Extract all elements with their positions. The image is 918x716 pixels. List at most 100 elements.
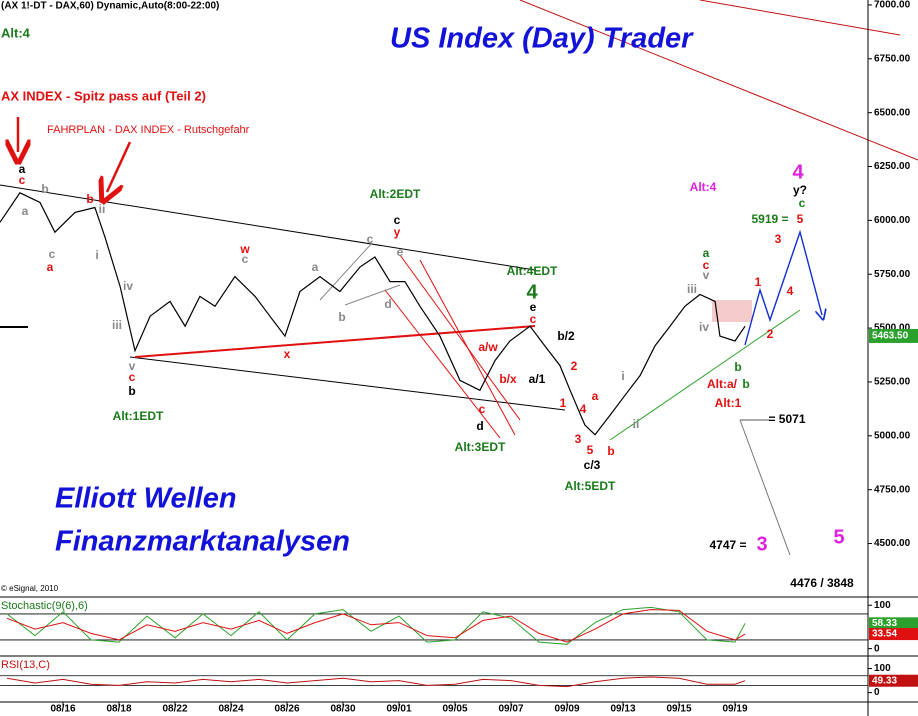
wave-label: 2 [767, 327, 774, 341]
wave-label: a [592, 389, 599, 403]
wave-label: c [49, 247, 56, 261]
x-tick-label: 08/26 [274, 704, 299, 715]
wave-label: Alt:4EDT [507, 264, 558, 278]
wave-label: a [312, 260, 319, 274]
wave-label: iv [123, 279, 133, 293]
wave-label: d [476, 419, 483, 433]
last-value-label: 58.33 [872, 618, 897, 629]
series-line [6, 676, 746, 688]
wave-label: b [607, 444, 614, 458]
wave-label: b [86, 192, 93, 206]
y-tick-label: 0 [874, 687, 880, 698]
wave-label: c [19, 173, 26, 187]
series-line [0, 192, 746, 436]
y-tick-label: 4750.00 [874, 484, 911, 495]
last-price-box [869, 328, 918, 343]
y-tick-label: 6500.00 [874, 107, 911, 118]
wave-label: Alt:5EDT [565, 479, 616, 493]
x-tick-label: 09/05 [442, 704, 467, 715]
y-tick-label: 6000.00 [874, 215, 911, 226]
wave-label: 5919 = [751, 212, 788, 226]
wave-label: 5 [587, 443, 594, 457]
y-tick-label: 100 [874, 600, 891, 611]
last-value-label: 33.54 [872, 629, 897, 640]
wave-label: Alt:1 [715, 396, 742, 410]
wave-label: a/w [478, 340, 498, 354]
x-tick-label: 09/19 [722, 704, 747, 715]
symbol: (AX 1!-DT - DAX,60) Dynamic,Auto(8:00-22… [1, 1, 219, 12]
wave-label: c [242, 252, 249, 266]
wave-label: Alt:4 [690, 180, 717, 194]
wave-label: 4 [792, 161, 804, 183]
last-value-box [869, 628, 918, 641]
watermark: Elliott Wellen [55, 483, 237, 515]
wave-label: 4747 = [709, 538, 746, 552]
wave-label: w [239, 242, 250, 256]
series-line [6, 606, 746, 645]
wave-label: iv [699, 320, 709, 334]
x-tick-label: 08/16 [50, 704, 75, 715]
wave-label: b [128, 384, 135, 398]
wave-label: b/x [499, 372, 517, 386]
wave-label: c [129, 370, 136, 384]
wave-label: Alt:1EDT [113, 409, 164, 423]
copyright: © eSignal, 2010 [1, 584, 59, 593]
wave-label: 3 [575, 432, 582, 446]
wave-label: c [394, 213, 401, 227]
wave-label: iii [687, 282, 697, 296]
wave-label: b [41, 182, 48, 196]
x-tick-label: 08/24 [218, 704, 243, 715]
wave-label: = 5071 [768, 412, 805, 426]
x-tick-label: 08/30 [330, 704, 355, 715]
wave-label: ii [633, 417, 640, 431]
wave-label: 1 [755, 275, 762, 289]
watermark: US Index (Day) Trader [390, 23, 694, 55]
y-tick-label: 5500.00 [874, 323, 911, 334]
wave-label: a [22, 204, 29, 218]
wave-label: c [530, 312, 537, 326]
wave-label: 3 [756, 533, 767, 555]
watermark: Finanzmarktanalysen [55, 526, 350, 558]
panel-title: Stochastic(9(6),6) [1, 600, 88, 612]
y-tick-label: 5750.00 [874, 269, 911, 280]
wave-label: Alt:a/ [707, 377, 738, 391]
x-tick-label: 08/18 [106, 704, 131, 715]
wave-label: ii [99, 202, 106, 216]
y-tick-label: 100 [874, 663, 891, 674]
subheadline: FAHRPLAN - DAX INDEX - Rutschgefahr [47, 124, 250, 136]
wave-label: c [367, 232, 374, 246]
wave-label: a [19, 162, 26, 176]
panel-title: RSI(13,C) [1, 659, 50, 671]
wave-label: b [734, 360, 741, 374]
wave-label: 1 [560, 396, 567, 410]
wave-label: iii [112, 318, 122, 332]
y-tick-label: 4500.00 [874, 538, 911, 549]
x-tick-label: 09/09 [554, 704, 579, 715]
last-value-box [869, 674, 918, 687]
y-tick-label: 5250.00 [874, 377, 911, 388]
wave-label: 5 [833, 526, 844, 548]
y-tick-label: 5000.00 [874, 430, 911, 441]
wave-label: 2 [571, 359, 578, 373]
wave-label: v [129, 359, 136, 373]
wave-label: a/1 [529, 372, 546, 386]
wave-label: e [397, 245, 404, 259]
x-tick-label: 08/22 [162, 704, 187, 715]
wave-label: 4 [526, 281, 538, 303]
wave-label: Alt:2EDT [370, 187, 421, 201]
wave-label: b [742, 377, 749, 391]
wave-label: v [703, 268, 710, 282]
wave-label: Alt:3EDT [455, 440, 506, 454]
wave-label: x [284, 347, 291, 361]
wave-label: c [703, 258, 710, 272]
x-tick-label: 09/13 [610, 704, 635, 715]
wave-label: y? [793, 183, 807, 197]
last-price-label: 5463.50 [872, 331, 909, 342]
wave-label: 3 [775, 232, 782, 246]
headline: AX INDEX - Spitz pass auf (Teil 2) [1, 88, 206, 103]
wave-label: e [530, 300, 537, 314]
y-tick-label: 6250.00 [874, 161, 911, 172]
wave-label: c [799, 196, 806, 210]
